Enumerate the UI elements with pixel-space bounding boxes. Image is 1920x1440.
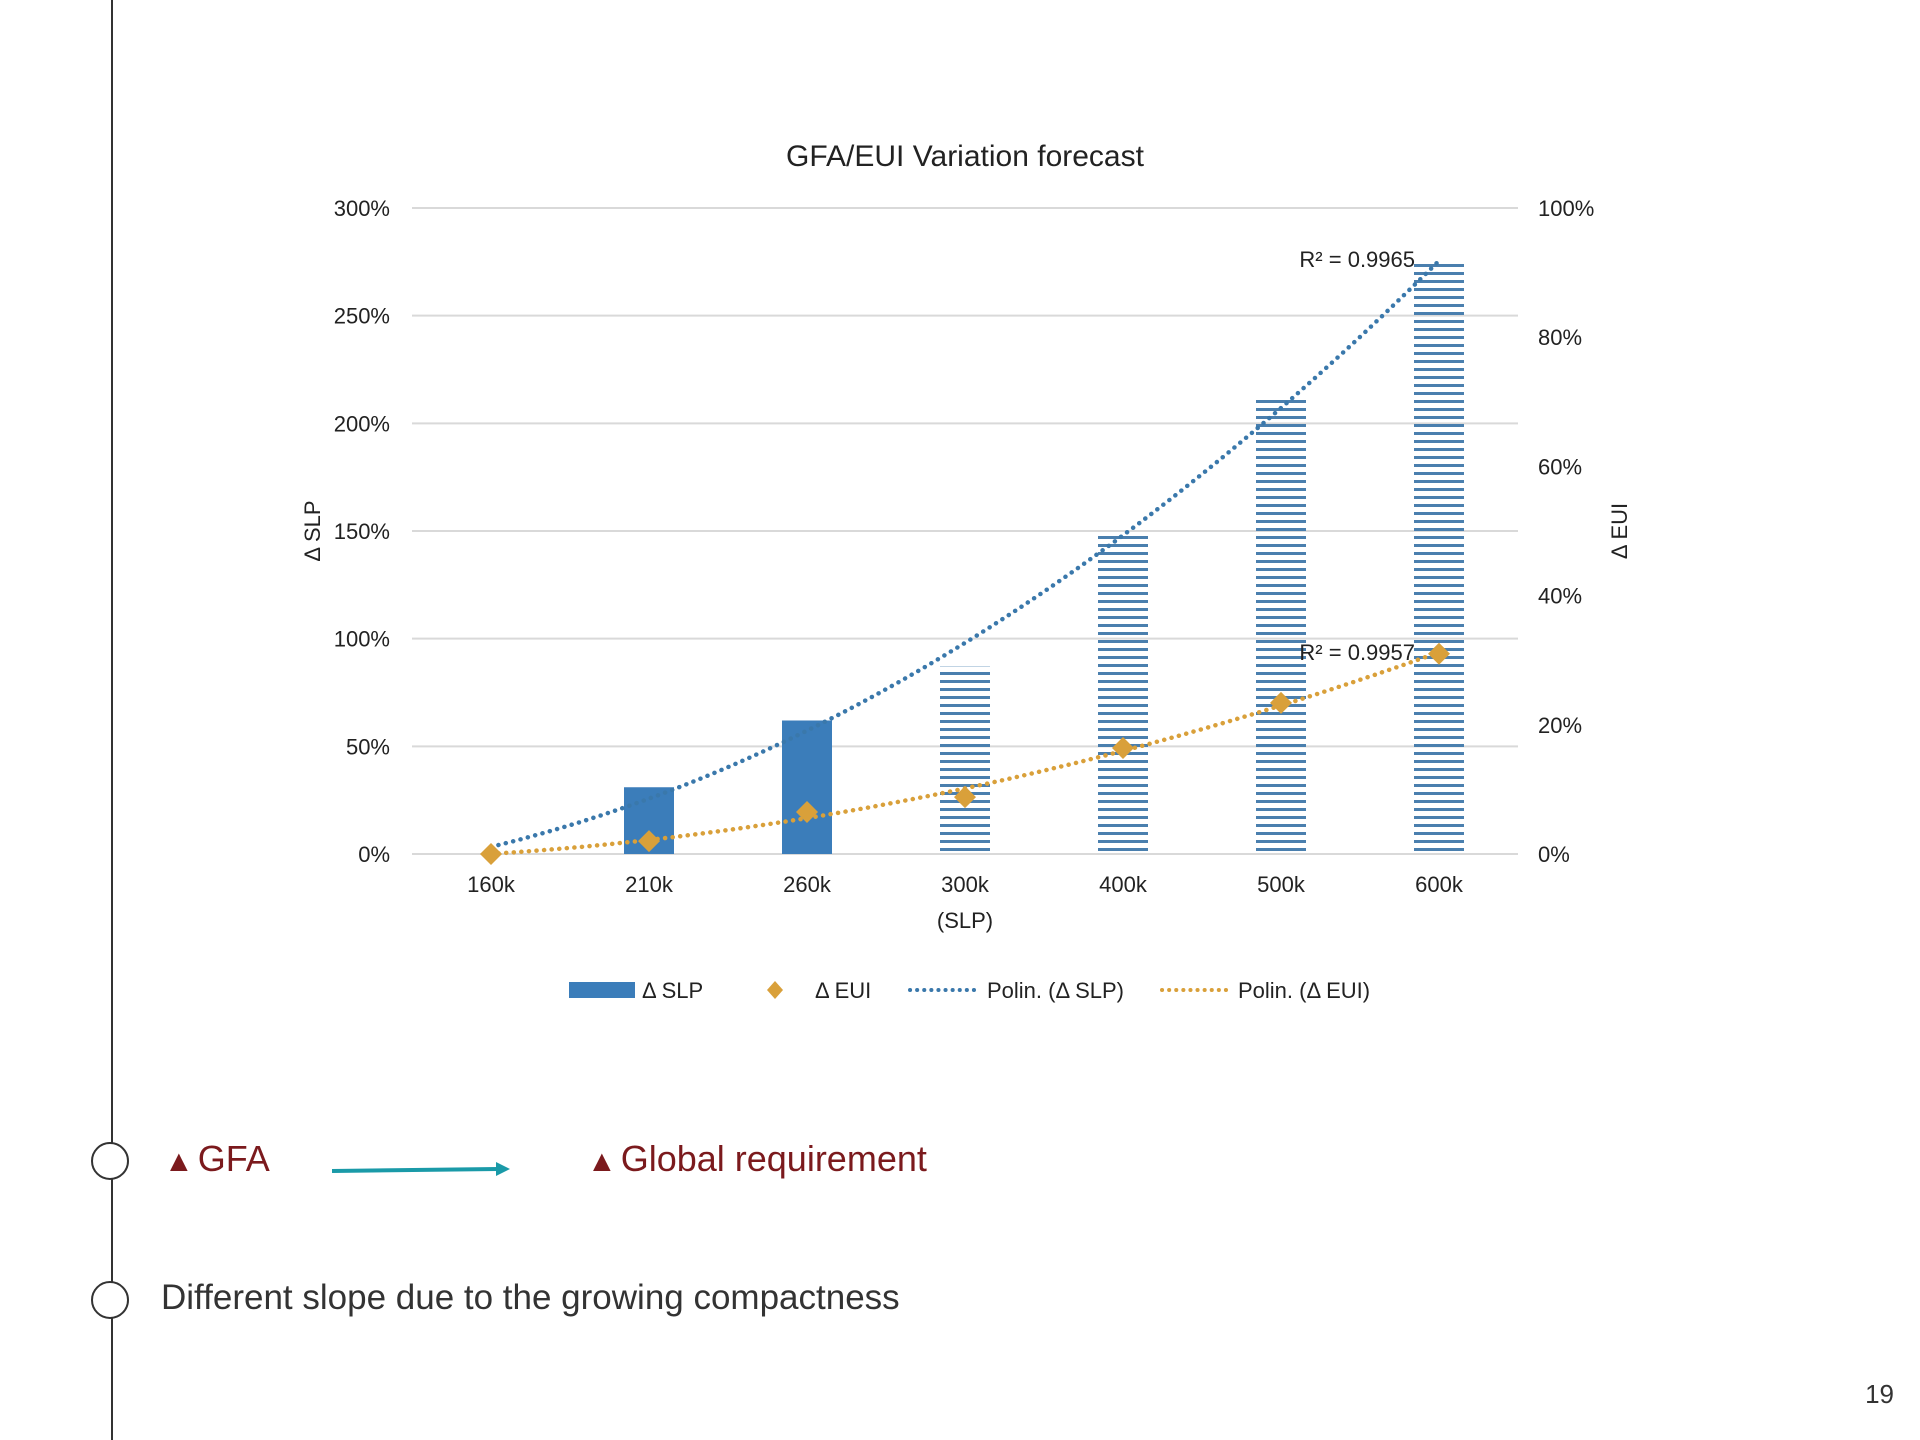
y2-tick-label: 100% xyxy=(1538,196,1594,221)
gridlines xyxy=(412,207,1518,855)
marker-eui xyxy=(796,801,818,824)
y-tick-label: 50% xyxy=(346,734,390,759)
arrow-right-icon xyxy=(332,1162,510,1176)
x-tick-label: 600k xyxy=(1415,872,1464,897)
bar-slp xyxy=(1098,531,1148,854)
legend-swatch-slp xyxy=(569,982,635,998)
legend: Δ SLP Δ EUI Polin. (Δ SLP) Polin. (Δ EUI… xyxy=(569,978,1370,1003)
bar-slp xyxy=(782,720,832,854)
x-tick-label: 210k xyxy=(625,872,674,897)
bullet-gfa: ▲ GFA xyxy=(164,1138,270,1180)
y-tick-label: 0% xyxy=(358,842,390,867)
y2-axis-label: Δ EUI xyxy=(1607,503,1632,559)
marker-eui xyxy=(1270,691,1292,714)
y2-axis-ticks: 0% 20% 40% 60% 80% 100% xyxy=(1538,196,1594,867)
bullet-global-requirement: ▲ Global requirement xyxy=(587,1138,927,1180)
triangle-up-icon: ▲ xyxy=(164,1145,194,1178)
bars xyxy=(624,263,1464,854)
y-tick-label: 150% xyxy=(334,519,390,544)
marker-eui xyxy=(1112,737,1134,760)
x-tick-label: 500k xyxy=(1257,872,1306,897)
page-number: 19 xyxy=(1865,1379,1894,1409)
r2-label-slp: R² = 0.9965 xyxy=(1299,247,1415,272)
global-requirement-label: Global requirement xyxy=(620,1138,927,1179)
timeline-node-2 xyxy=(91,1281,129,1319)
y-axis-ticks: 0% 50% 100% 150% 200% 250% 300% xyxy=(334,196,390,867)
legend-swatch-eui xyxy=(767,981,783,999)
x-tick-label: 160k xyxy=(467,872,516,897)
timeline-line xyxy=(111,0,113,1440)
x-axis-ticks: 160k 210k 260k 300k 400k 500k 600k xyxy=(467,872,1464,897)
legend-label-trend-eui: Polin. (Δ EUI) xyxy=(1238,978,1370,1003)
y2-tick-label: 40% xyxy=(1538,584,1582,609)
eui-markers xyxy=(480,642,1450,865)
bullet-slope-note: Different slope due to the growing compa… xyxy=(161,1278,900,1317)
marker-eui xyxy=(954,786,976,809)
marker-eui xyxy=(480,843,502,865)
trendline-slp xyxy=(488,258,1442,850)
chart-title: GFA/EUI Variation forecast xyxy=(786,140,1145,173)
x-tick-label: 260k xyxy=(783,872,832,897)
y-tick-label: 300% xyxy=(334,196,390,221)
legend-label-trend-slp: Polin. (Δ SLP) xyxy=(987,978,1124,1003)
x-tick-label: 400k xyxy=(1099,872,1148,897)
y2-tick-label: 0% xyxy=(1538,842,1570,867)
x-axis-label: (SLP) xyxy=(937,908,993,933)
y-tick-label: 200% xyxy=(334,411,390,436)
bar-slp xyxy=(1414,263,1464,854)
y2-tick-label: 60% xyxy=(1538,454,1582,479)
gfa-label: GFA xyxy=(197,1138,270,1179)
y2-tick-label: 80% xyxy=(1538,325,1582,350)
y2-tick-label: 20% xyxy=(1538,713,1582,738)
bar-slp xyxy=(940,666,990,854)
triangle-up-icon: ▲ xyxy=(587,1145,617,1178)
legend-label-eui: Δ EUI xyxy=(815,978,871,1003)
x-tick-label: 300k xyxy=(941,872,990,897)
marker-eui xyxy=(1428,642,1450,665)
r2-label-eui: R² = 0.9957 xyxy=(1299,640,1415,665)
y-tick-label: 100% xyxy=(334,627,390,652)
y-axis-label: Δ SLP xyxy=(300,500,325,561)
legend-label-slp: Δ SLP xyxy=(642,978,703,1003)
marker-eui xyxy=(638,830,660,853)
timeline-node-1 xyxy=(91,1142,129,1180)
y-tick-label: 250% xyxy=(334,304,390,329)
bar-slp xyxy=(1256,399,1306,854)
